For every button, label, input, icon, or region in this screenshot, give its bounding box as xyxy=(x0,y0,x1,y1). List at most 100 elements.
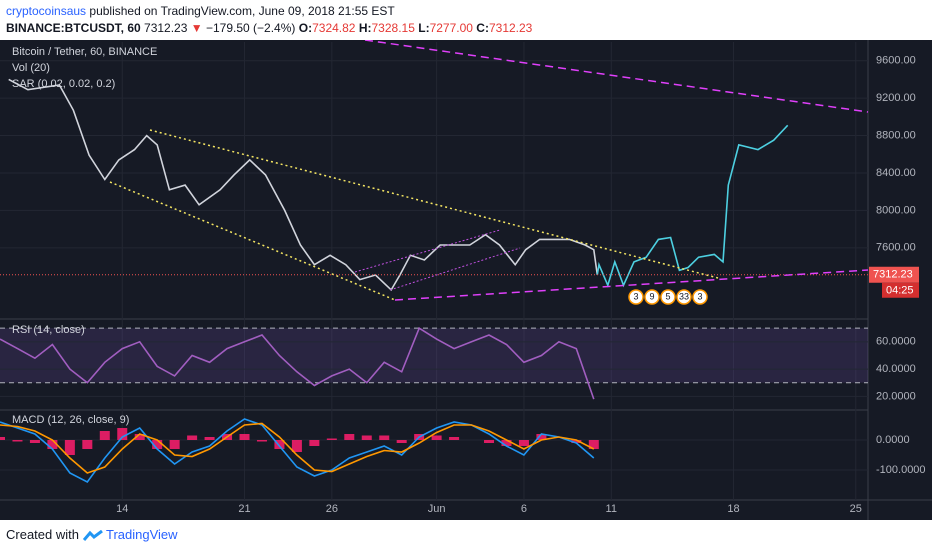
event-count: 3 xyxy=(697,291,702,301)
event-badge[interactable] xyxy=(660,289,676,305)
histogram-bar xyxy=(99,431,110,440)
open: 7324.82 xyxy=(312,21,356,35)
last-price-label: 7312.23 xyxy=(873,269,913,281)
series-line xyxy=(0,327,595,400)
histogram-bar xyxy=(239,434,250,440)
histogram-bar xyxy=(117,428,128,440)
series-line xyxy=(8,78,599,292)
y-tick-label: 8000.00 xyxy=(876,204,916,216)
x-tick-label: 21 xyxy=(238,503,250,515)
histogram-bar xyxy=(152,440,163,449)
countdown: 04:25 xyxy=(886,285,914,297)
event-count: 3 xyxy=(633,291,638,301)
histogram-bar xyxy=(12,440,23,442)
y-tick-label: 9200.00 xyxy=(876,92,916,104)
x-tick-label: 6 xyxy=(521,503,527,515)
created-with: Created with xyxy=(6,527,79,542)
histogram-bar xyxy=(64,440,75,455)
drawings xyxy=(109,40,869,301)
histogram-bar xyxy=(361,435,372,440)
histogram-bar xyxy=(518,440,529,446)
brand-logo xyxy=(82,529,103,541)
event-count: 9 xyxy=(649,291,654,301)
countdown-box xyxy=(882,282,919,298)
x-tick-label: 26 xyxy=(326,503,338,515)
channel-line xyxy=(389,247,521,291)
event-badge[interactable] xyxy=(692,289,708,305)
x-tick-label: Jun xyxy=(428,503,446,515)
histogram-bar xyxy=(571,440,582,443)
histogram-bar xyxy=(449,437,460,440)
histogram-bar xyxy=(431,435,442,440)
chart: 7600.00 8000.00 8400.00 8800.00 9200.00 9600.… xyxy=(0,40,932,520)
event-badge[interactable] xyxy=(644,289,660,305)
histogram-bar xyxy=(501,440,512,446)
histogram-bar xyxy=(536,434,547,440)
close: 7312.23 xyxy=(488,21,533,35)
series-line xyxy=(0,422,595,474)
histogram-bar xyxy=(588,440,599,449)
histogram-bar xyxy=(169,440,180,449)
histogram-bar xyxy=(82,440,93,449)
x-tick-label: 18 xyxy=(727,503,739,515)
change: −179.50 (−2.4%) xyxy=(206,21,296,35)
histogram-bar xyxy=(291,440,302,452)
histogram-bar xyxy=(47,440,58,449)
symbol: BINANCE:BTCUSDT, 60 xyxy=(6,21,141,35)
trend-line xyxy=(394,269,869,301)
histogram-bar xyxy=(0,437,5,440)
y-tick-label: 0.0000 xyxy=(876,434,910,446)
background xyxy=(0,40,932,520)
histogram-bar xyxy=(134,434,145,440)
series-line xyxy=(0,418,595,484)
y-tick-label: 7600.00 xyxy=(876,242,916,254)
x-tick-label: 25 xyxy=(850,503,862,515)
brand[interactable]: TradingView xyxy=(106,527,178,542)
last-price-box xyxy=(869,266,919,283)
o-label: O: xyxy=(298,21,313,35)
x-tick-label: 11 xyxy=(606,503,617,515)
y-tick-label: 20.0000 xyxy=(876,390,916,402)
panel-title: MACD (12, 26, close, 9) xyxy=(12,414,129,426)
histogram-bar xyxy=(379,435,390,440)
author[interactable]: cryptocoinsaus xyxy=(6,4,87,18)
histogram-bar xyxy=(256,440,267,442)
histogram-bar xyxy=(309,440,320,446)
histogram-bar xyxy=(344,434,355,440)
panel-title: Bitcoin / Tether, 60, BINANCE xyxy=(12,46,157,58)
y-tick-label: 8400.00 xyxy=(876,167,916,179)
indicator-label: Vol (20) xyxy=(12,62,50,74)
histogram-bar xyxy=(396,440,407,443)
c-label: C: xyxy=(476,21,489,35)
event-badge[interactable] xyxy=(628,289,644,305)
published: published on TradingView.com, June 09, 2… xyxy=(89,4,395,18)
histogram-bar xyxy=(274,440,285,449)
y-tick-label: 8800.00 xyxy=(876,129,916,141)
histogram-bar xyxy=(29,440,40,443)
publish-line: cryptocoinsaus published on TradingView.… xyxy=(6,4,395,18)
panel-title: RSI (14, close) xyxy=(12,324,85,336)
high: 7328.15 xyxy=(371,21,415,35)
footer: Created with TradingView xyxy=(6,527,178,542)
event-badge[interactable] xyxy=(676,289,692,305)
y-tick-label: 60.0000 xyxy=(876,336,916,348)
histogram-bar xyxy=(187,435,198,440)
low: 7277.00 xyxy=(429,21,473,35)
histogram-bar xyxy=(204,437,215,440)
histogram-bar xyxy=(484,440,495,443)
y-tick-label: -100.0000 xyxy=(876,464,926,476)
series-line xyxy=(596,124,789,288)
quote-line: BINANCE:BTCUSDT, 60 7312.23 ▼ −179.50 (−… xyxy=(6,21,532,35)
rsi-band xyxy=(0,328,868,383)
trend-line xyxy=(109,181,396,301)
event-count: 33 xyxy=(679,291,689,301)
down-arrow: ▼ xyxy=(190,21,203,35)
channel-line xyxy=(354,229,501,273)
x-tick-label: 14 xyxy=(116,503,128,515)
y-tick-label: 9600.00 xyxy=(876,55,916,67)
l-label: L: xyxy=(418,21,430,35)
h-label: H: xyxy=(358,21,372,35)
trend-line xyxy=(364,40,869,113)
indicator-label: SAR (0.02, 0.02, 0.2) xyxy=(12,78,115,90)
